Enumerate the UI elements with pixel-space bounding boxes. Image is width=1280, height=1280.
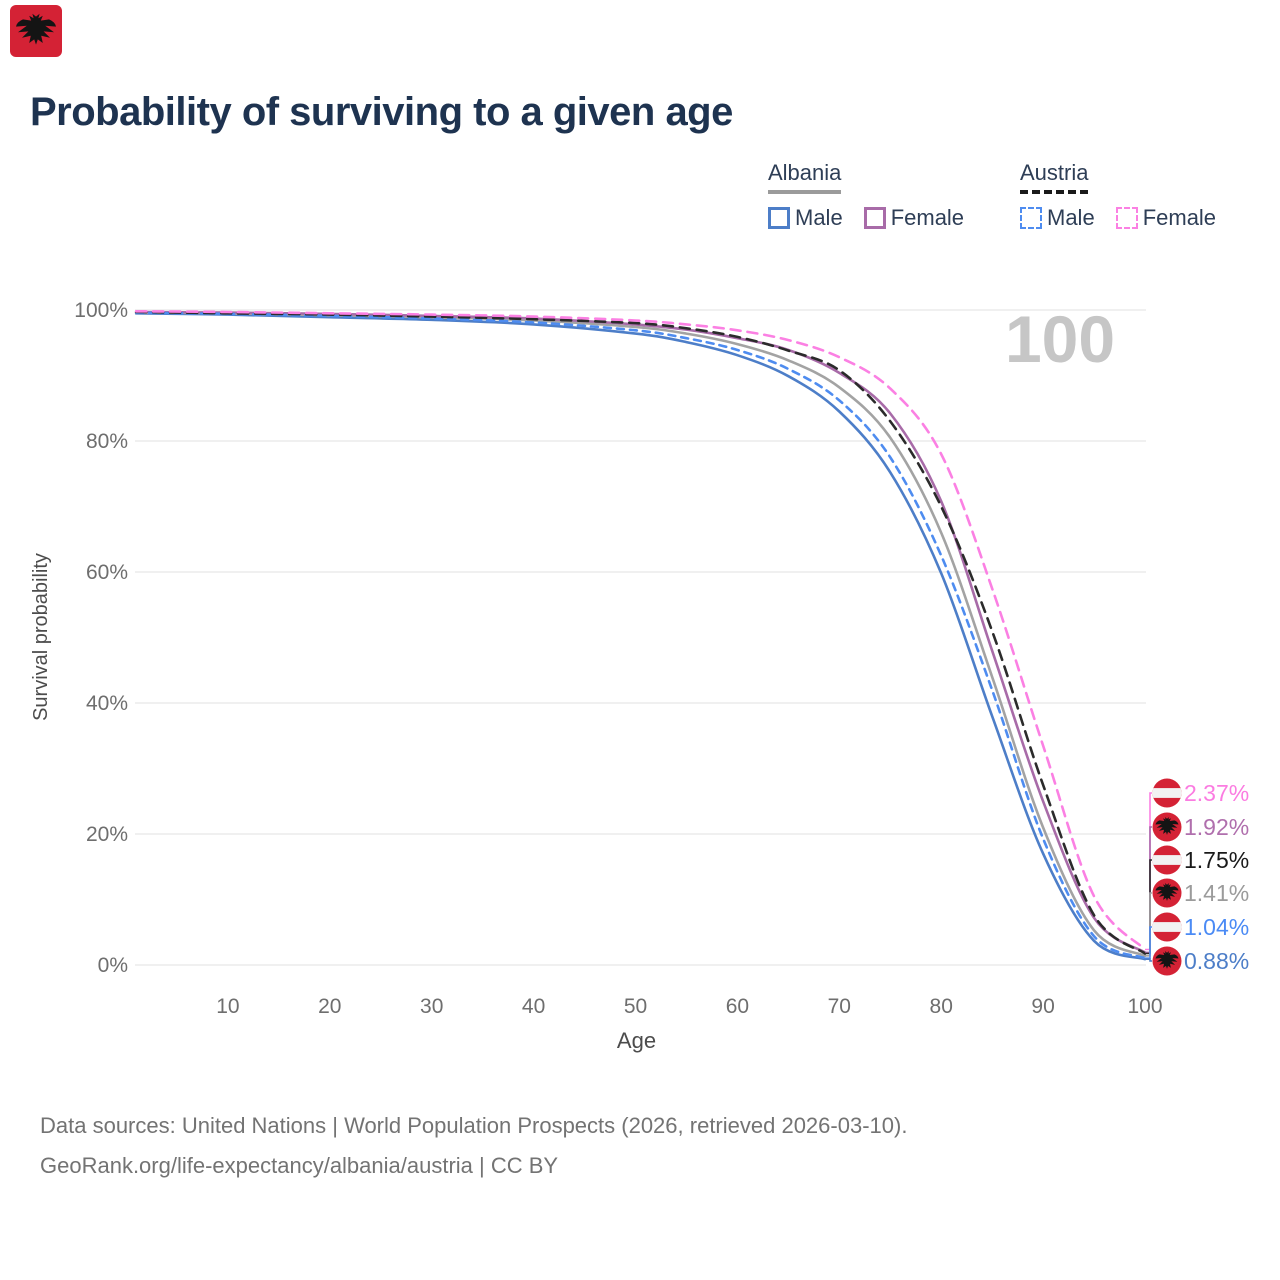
end-connector-austria-female xyxy=(1145,792,1152,951)
series-line-albania-total[interactable] xyxy=(134,311,1147,958)
end-label-austria-female: 2.37% xyxy=(1184,780,1249,806)
watermark-100: 100 xyxy=(1005,302,1115,376)
x-tick-label: 10 xyxy=(216,995,239,1018)
legend-item-austria-male[interactable]: Male xyxy=(1020,205,1095,231)
end-label-austria-total: 1.75% xyxy=(1184,847,1249,873)
legend-country-austria[interactable]: Austria xyxy=(1020,160,1089,194)
legend-item-albania-female[interactable]: Female xyxy=(863,205,964,231)
albania-flag-icon xyxy=(10,5,62,57)
y-tick-label: 20% xyxy=(86,823,128,846)
legend-group-albania: Albania Male Female xyxy=(768,160,985,231)
legend-country-albania[interactable]: Albania xyxy=(768,160,842,194)
x-tick-label: 40 xyxy=(522,995,545,1018)
x-tick-label: 80 xyxy=(930,995,953,1018)
footer-sources: Data sources: United Nations | World Pop… xyxy=(40,1113,908,1138)
end-label-austria-male: 1.04% xyxy=(1184,914,1249,940)
legend-group-austria: Austria Male Female xyxy=(1020,160,1237,231)
end-connector-albania-female xyxy=(1145,826,1152,954)
albania-flag-icon xyxy=(1152,946,1182,976)
legend-item-austria-female[interactable]: Female xyxy=(1115,205,1216,231)
y-tick-label: 80% xyxy=(86,430,128,453)
albania-flag-icon xyxy=(1152,812,1182,842)
albania-eagle-icon xyxy=(16,13,56,45)
x-tick-label: 20 xyxy=(318,995,341,1018)
series-line-albania-female[interactable] xyxy=(134,310,1147,954)
series-line-austria-total[interactable] xyxy=(134,310,1147,955)
x-tick-label: 90 xyxy=(1031,995,1054,1018)
austria-flag-icon xyxy=(1152,912,1182,942)
y-tick-label: 100% xyxy=(74,299,128,322)
x-tick-label: 70 xyxy=(828,995,851,1018)
end-label-albania-female: 1.92% xyxy=(1184,814,1249,840)
x-axis-title: Age xyxy=(617,1028,656,1053)
end-label-albania-total: 1.41% xyxy=(1184,880,1249,906)
x-tick-label: 60 xyxy=(726,995,749,1018)
albania-flag-icon xyxy=(1152,878,1182,908)
x-tick-label: 50 xyxy=(624,995,647,1018)
chart-legend: Albania Male Female Austria Male Female xyxy=(0,160,1280,250)
end-connector-albania-male xyxy=(1145,958,1152,962)
series-line-albania-male[interactable] xyxy=(134,312,1147,961)
y-tick-label: 0% xyxy=(98,954,128,977)
albania-male-swatch-icon xyxy=(768,207,790,229)
series-line-austria-female[interactable] xyxy=(134,310,1147,951)
end-connector-albania-total xyxy=(1145,892,1152,957)
end-label-albania-male: 0.88% xyxy=(1184,948,1249,974)
albania-female-swatch-icon xyxy=(863,207,886,229)
austria-flag-icon xyxy=(1152,845,1182,875)
legend-item-albania-male[interactable]: Male xyxy=(768,205,843,231)
page-title: Probability of surviving to a given age xyxy=(30,90,733,134)
y-axis-title: Survival probability xyxy=(30,553,52,721)
series-line-austria-male[interactable] xyxy=(134,311,1147,960)
austria-male-swatch-icon xyxy=(1020,207,1042,229)
x-tick-label: 30 xyxy=(420,995,443,1018)
y-tick-label: 60% xyxy=(86,561,128,584)
end-connector-austria-total xyxy=(1145,859,1152,955)
x-tick-label: 100 xyxy=(1127,995,1162,1018)
chart-footer: Data sources: United Nations | World Pop… xyxy=(40,1106,907,1186)
y-tick-label: 40% xyxy=(86,692,128,715)
end-connector-austria-male xyxy=(1145,926,1152,959)
austria-flag-icon xyxy=(1152,778,1182,808)
austria-female-swatch-icon xyxy=(1115,207,1138,229)
footer-url: GeoRank.org/life-expectancy/albania/aust… xyxy=(40,1153,559,1178)
